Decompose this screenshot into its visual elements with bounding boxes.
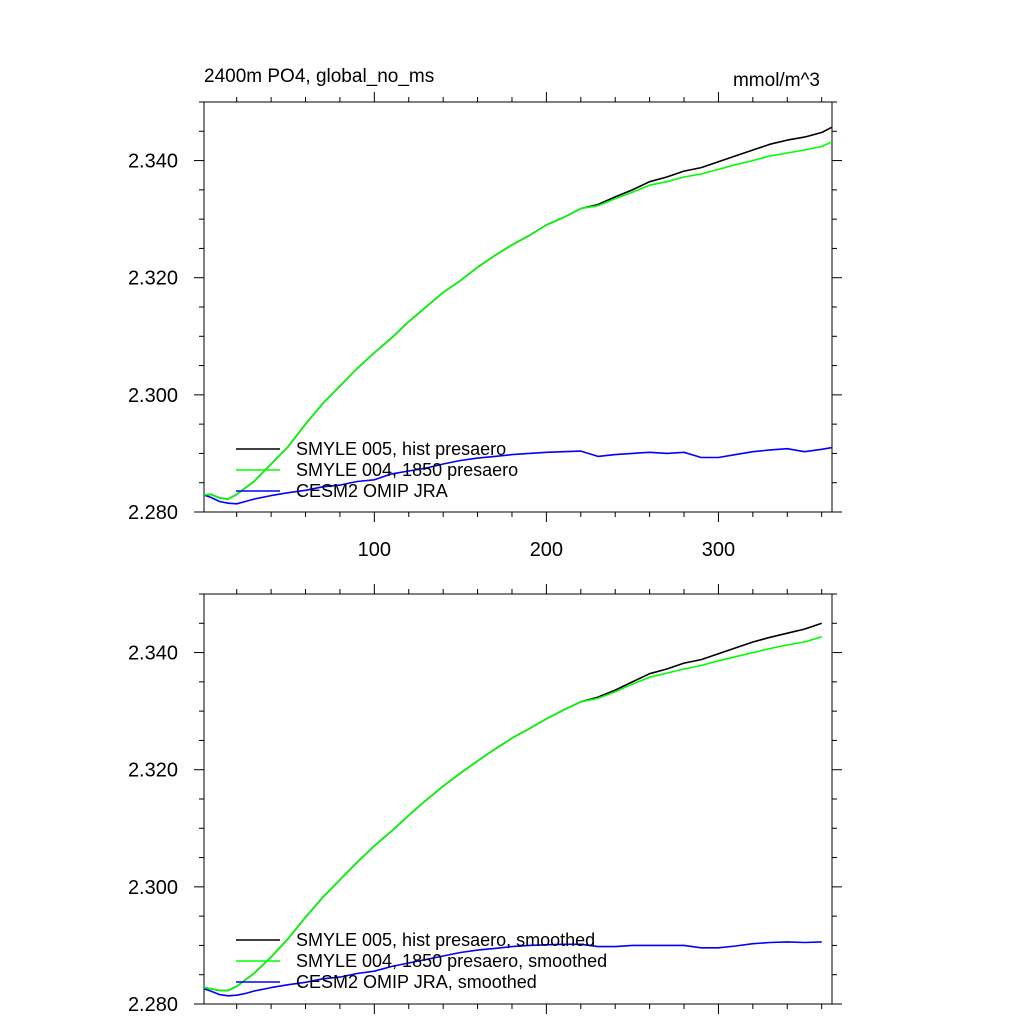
chart-title: 2400m PO4, global_no_ms <box>204 66 434 87</box>
legend-label: SMYLE 005, hist presaero <box>296 439 506 459</box>
y-tick-label: 2.280 <box>128 994 178 1016</box>
legend-label: CESM2 OMIP JRA <box>296 481 448 501</box>
y-tick-label: 2.340 <box>128 151 178 173</box>
series-line-1 <box>203 141 833 500</box>
y-tick-label: 2.300 <box>128 877 178 899</box>
y-tick-label: 2.340 <box>128 643 178 665</box>
y-tick-label: 2.280 <box>128 502 178 524</box>
series-line-2 <box>203 941 822 997</box>
x-tick-label: 300 <box>702 539 735 561</box>
series-line-1 <box>203 636 822 992</box>
legend-label: CESM2 OMIP JRA, smoothed <box>296 972 537 992</box>
x-tick-label: 100 <box>358 539 391 561</box>
legend-label: SMYLE 005, hist presaero, smoothed <box>296 930 595 950</box>
y-tick-label: 2.320 <box>128 268 178 290</box>
y-tick-label: 2.320 <box>128 760 178 782</box>
y-tick-label: 2.300 <box>128 385 178 407</box>
units-label: mmol/m^3 <box>733 70 820 91</box>
chart-panel-bottom: 2.280 2.300 2.320 2.340 SMYLE 005, hist pres… <box>128 584 842 1016</box>
chart-panel-top: 2400m PO4, global_no_ms mmol/m^3 100 200 3… <box>128 66 842 561</box>
legend-label: SMYLE 004, 1850 presaero, smoothed <box>296 951 607 971</box>
series-line-2 <box>203 446 833 505</box>
legend-label: SMYLE 004, 1850 presaero <box>296 460 518 480</box>
x-tick-label: 200 <box>530 539 563 561</box>
